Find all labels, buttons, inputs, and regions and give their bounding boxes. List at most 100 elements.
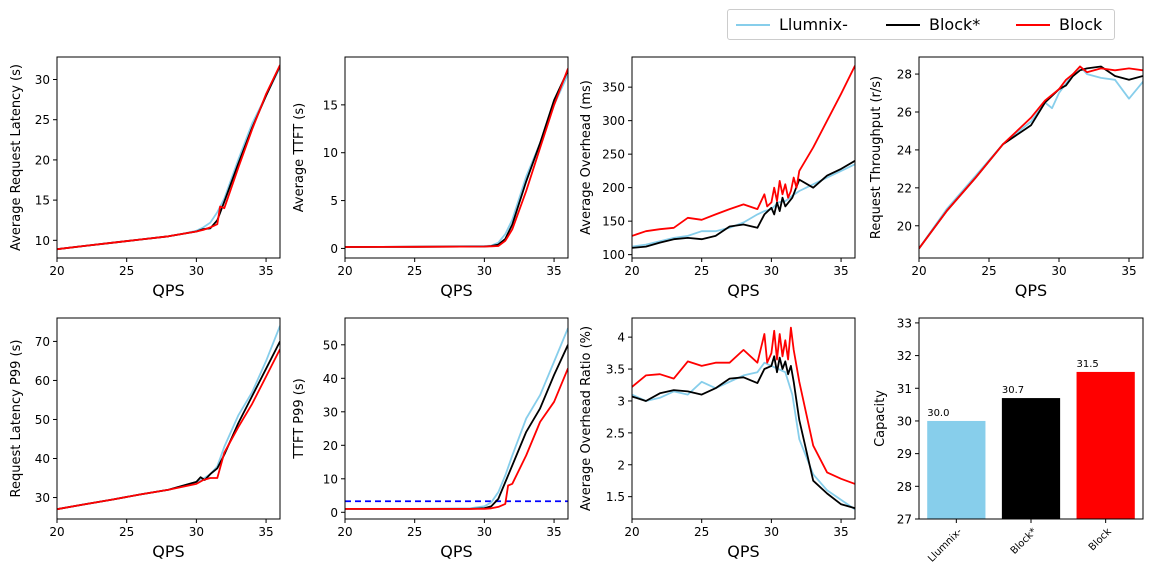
series-line-block <box>632 355 855 510</box>
x-tick-label: Block* <box>1009 526 1039 556</box>
x-tick-label: 35 <box>258 264 273 278</box>
y-tick-label: 26 <box>897 105 912 119</box>
series-line-block <box>345 68 568 248</box>
legend-label-block-star: Block* <box>929 15 981 34</box>
y-axis-label: Capacity <box>873 390 888 447</box>
y-tick-label: 5 <box>330 194 338 208</box>
y-tick-label: 200 <box>602 181 625 195</box>
x-tick-label: 35 <box>1121 264 1136 278</box>
x-tick-label: 35 <box>258 525 273 539</box>
chart-panel-7: 1.5 2 2.5 3 3.5 4 Average Overhead Ratio (%) 20… <box>579 317 856 561</box>
plot-area <box>632 65 855 249</box>
series-line-llumnix <box>57 325 280 511</box>
y-axis-label: TTFT P99 (s) <box>292 378 307 459</box>
y-tick-label: 22 <box>897 181 912 195</box>
legend-label-block: Block <box>1059 15 1103 34</box>
x-tick-label: 35 <box>546 525 561 539</box>
x-tick-label: 25 <box>981 264 996 278</box>
y-tick-label: 20 <box>897 219 912 233</box>
legend-item-llumnix: Llumnix- <box>736 10 848 39</box>
series-line-block <box>57 340 280 511</box>
axes-frame <box>918 317 1144 520</box>
y-tick-label: 25 <box>35 113 50 127</box>
y-tick-label: 50 <box>35 413 50 427</box>
series-line-block <box>632 326 855 485</box>
plot-area <box>57 325 280 511</box>
y-tick-label: 30 <box>35 491 50 505</box>
x-tick-label: 25 <box>694 525 709 539</box>
axes-frame <box>631 317 856 520</box>
axes-frame <box>56 317 281 520</box>
series-line-block <box>57 65 280 251</box>
plot-area <box>57 64 280 251</box>
y-tick-label: 27 <box>897 513 912 527</box>
bar-value-label: 30.7 <box>1002 385 1024 396</box>
y-tick-label: 2.5 <box>606 426 625 440</box>
x-axis-label: QPS <box>727 542 759 561</box>
series-line-llumnix <box>57 67 280 251</box>
plot-area <box>919 65 1143 250</box>
x-tick-label: 25 <box>119 525 134 539</box>
series-line-block <box>632 65 855 237</box>
x-tick-label: 30 <box>189 525 204 539</box>
chart-panel-2: 0 5 10 15 Average TTFT (s) 20 25 30 35 QPS <box>292 56 569 300</box>
bar-1 <box>927 420 986 519</box>
y-tick-label: 100 <box>602 248 625 262</box>
y-tick-label: 10 <box>323 472 338 486</box>
x-tick-label: 20 <box>337 264 352 278</box>
x-tick-label: 20 <box>624 525 639 539</box>
x-tick-label: 30 <box>477 525 492 539</box>
chart-panel-5: 30 40 50 60 70 Request Latency P99 (s) 20 25 30 3… <box>9 317 281 561</box>
x-tick-label: 20 <box>624 264 639 278</box>
axes-frame <box>631 56 856 259</box>
x-axis-label: QPS <box>727 281 759 300</box>
x-axis-label: QPS <box>152 542 184 561</box>
series-line-block <box>345 344 568 510</box>
y-tick-label: 40 <box>35 452 50 466</box>
y-tick-label: 33 <box>897 316 912 330</box>
x-tick-label: 25 <box>119 264 134 278</box>
x-tick-label: 30 <box>477 264 492 278</box>
x-axis-label: QPS <box>1015 281 1047 300</box>
bar-value-label: 30.0 <box>927 408 949 419</box>
x-tick-label: 25 <box>694 264 709 278</box>
x-tick-label: 30 <box>1051 264 1066 278</box>
x-tick-label: 20 <box>337 525 352 539</box>
plot-area <box>345 327 568 510</box>
x-tick-label: Llumnix- <box>926 526 965 565</box>
y-tick-label: 40 <box>323 372 338 386</box>
axes-frame <box>918 56 1144 259</box>
y-tick-label: 30 <box>323 405 338 419</box>
y-tick-label: 30 <box>897 414 912 428</box>
legend-item-block-star: Block* <box>886 10 980 39</box>
series-line-block <box>632 160 855 249</box>
plot-area <box>632 326 855 511</box>
legend: Llumnix- Block* Block <box>727 9 1115 40</box>
chart-panel-6: 0 10 20 30 40 50 TTFT P99 (s) 20 25 30 35 QPS <box>292 317 569 561</box>
y-tick-label: 50 <box>323 338 338 352</box>
chart-panel-3: 100 150 200 250 300 350 Average Overhead (ms) 2… <box>579 56 856 300</box>
chart-panel-4: 20 22 24 26 28 Request Throughput (r/s) 20 25 30… <box>869 56 1144 300</box>
x-axis-label: QPS <box>152 281 184 300</box>
chart-panel-8: 27 28 29 30 31 32 33 Capacity 30.0 Llumnix- 30.7 Bl… <box>873 316 1144 565</box>
x-tick-label: 35 <box>546 264 561 278</box>
y-tick-label: 350 <box>602 81 625 95</box>
y-tick-label: 150 <box>602 215 625 229</box>
bar-value-label: 31.5 <box>1077 359 1099 370</box>
y-tick-label: 3 <box>617 394 625 408</box>
y-axis-label: Average Request Latency (s) <box>9 64 24 251</box>
series-line-block <box>345 70 568 248</box>
y-axis-label: Request Latency P99 (s) <box>9 340 24 498</box>
y-tick-label: 31 <box>897 382 912 396</box>
y-tick-label: 0 <box>330 242 338 256</box>
y-tick-label: 3.5 <box>606 363 625 377</box>
series-line-block <box>919 65 1143 250</box>
x-axis-label: QPS <box>440 281 472 300</box>
x-tick-label: 35 <box>833 264 848 278</box>
plot-area <box>345 68 568 248</box>
y-tick-label: 15 <box>35 194 50 208</box>
y-tick-label: 60 <box>35 374 50 388</box>
y-tick-label: 24 <box>897 143 912 157</box>
y-tick-label: 10 <box>323 146 338 160</box>
y-tick-label: 0 <box>330 506 338 520</box>
